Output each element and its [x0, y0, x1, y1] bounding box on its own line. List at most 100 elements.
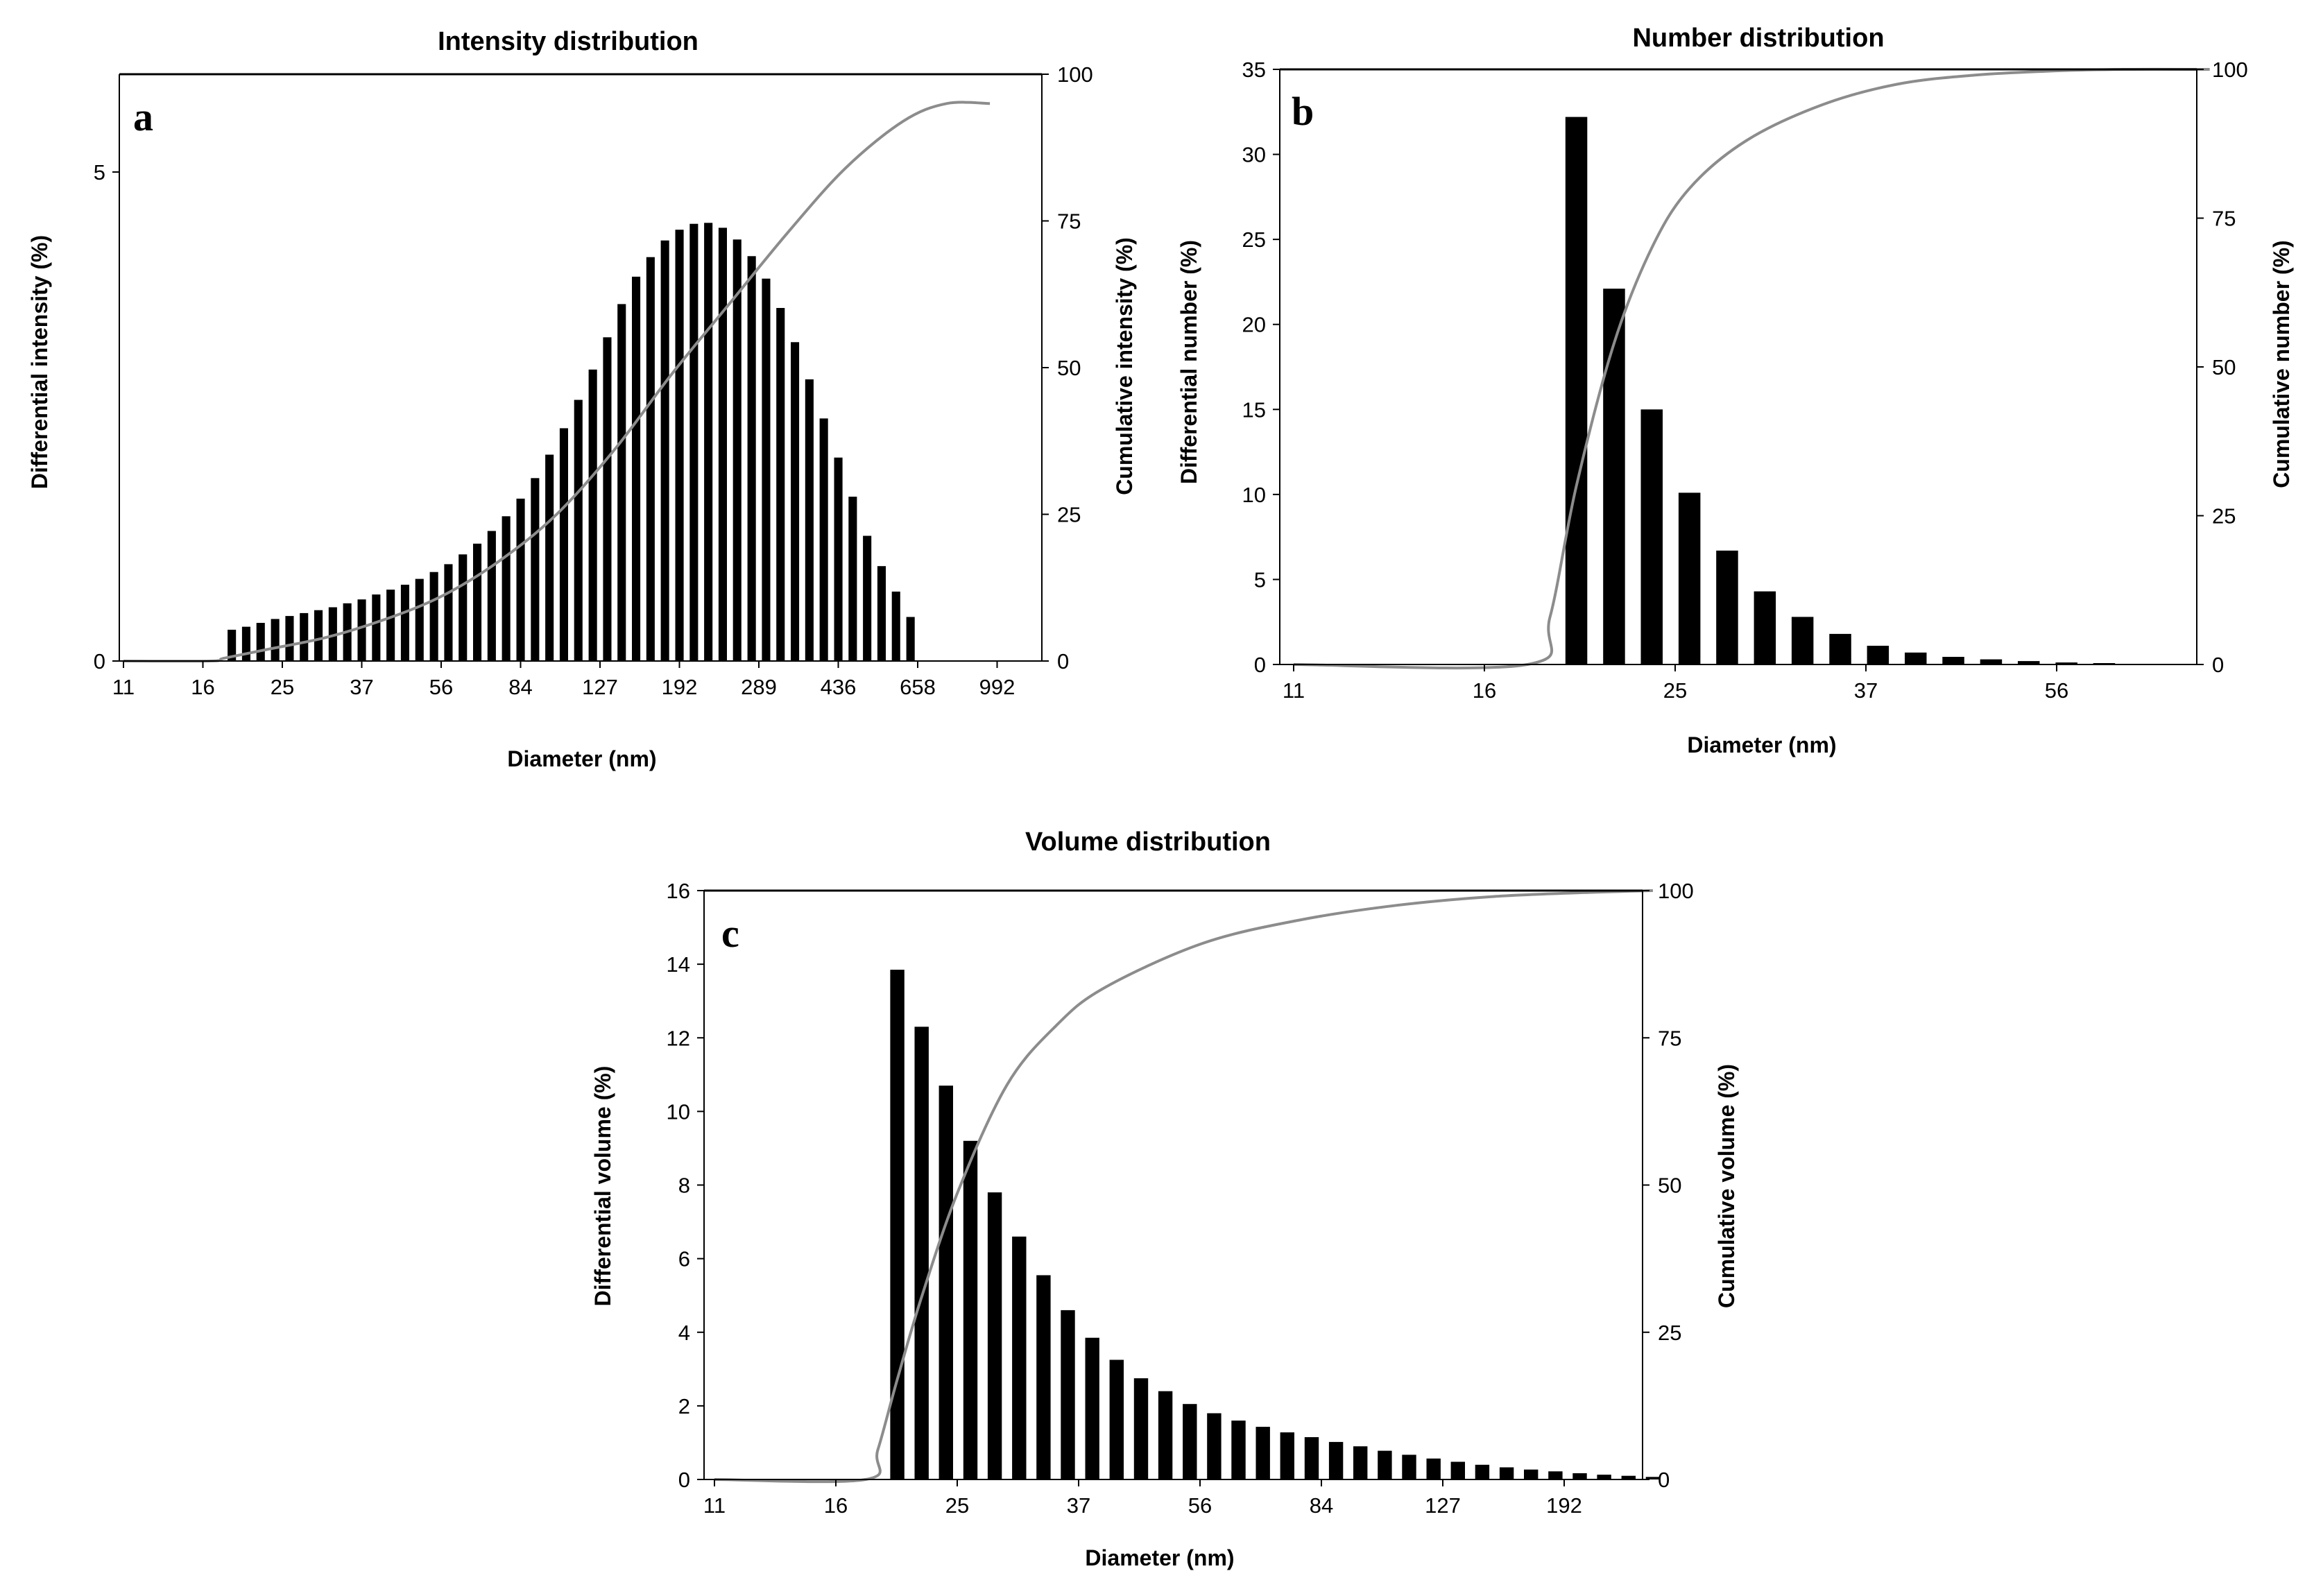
x-tick-label-a: 992: [979, 675, 1015, 699]
bar-a-1: [228, 629, 237, 661]
bar-a-21: [516, 498, 525, 661]
panel-c-axes: [703, 889, 1643, 1480]
bar-c-24: [1450, 1461, 1465, 1479]
y-tick-label-b: 35: [1242, 58, 1266, 82]
x-tick-label-c: 192: [1546, 1493, 1582, 1518]
bar-c-21: [1378, 1450, 1392, 1479]
bar-a-22: [531, 478, 540, 661]
bar-b-7: [1791, 617, 1814, 664]
bar-a-41: [805, 379, 814, 661]
bar-c-22: [1402, 1455, 1416, 1479]
bar-a-12: [386, 590, 395, 661]
y2-tick-label-c: 0: [1658, 1468, 1670, 1492]
y-tick-label-c: 6: [678, 1247, 690, 1271]
y-tick-label-b: 30: [1242, 143, 1266, 167]
x-tick-label-c: 84: [1310, 1493, 1333, 1518]
y2-tick-label-b: 50: [2212, 355, 2236, 379]
bar-c-26: [1499, 1467, 1514, 1479]
bar-b-4: [1678, 492, 1701, 664]
bar-b-13: [2018, 661, 2040, 664]
bar-b-1: [1565, 117, 1588, 665]
bar-c-20: [1353, 1446, 1368, 1479]
x-tick-label-a: 37: [350, 675, 373, 699]
bar-a-38: [762, 278, 771, 661]
panel-c-title: Volume distribution: [1025, 827, 1271, 857]
bar-a-7: [314, 610, 323, 661]
panel-c-y2-axis-label: Cumulative volume (%): [1714, 1064, 1739, 1308]
panel-a-y-axis-label: Differential intensity (%): [27, 235, 52, 489]
y-tick-label-b: 25: [1242, 228, 1266, 252]
bar-c-12: [1158, 1391, 1173, 1479]
x-tick-label-a: 658: [900, 675, 936, 699]
bar-c-4: [963, 1140, 978, 1479]
y-tick-label-b: 20: [1242, 313, 1266, 337]
x-tick-label-c: 127: [1425, 1493, 1461, 1518]
bar-b-12: [1980, 659, 2003, 664]
bar-a-10: [357, 599, 366, 661]
x-tick-label-a: 436: [821, 675, 857, 699]
bar-b-5: [1716, 550, 1738, 664]
bar-c-9: [1085, 1337, 1099, 1479]
bar-a-36: [732, 239, 742, 661]
bar-b-8: [1829, 633, 1851, 664]
bar-a-20: [502, 516, 511, 661]
y-tick-label-c: 12: [667, 1026, 690, 1050]
panel-b-letter: b: [1292, 89, 1314, 134]
panel-c-x-ticks: 11 16 25 37 56 84 127 192: [703, 1479, 1582, 1518]
x-tick-label-b: 37: [1854, 678, 1878, 703]
x-tick-label-a: 11: [112, 675, 135, 699]
bar-a-19: [487, 531, 496, 661]
bar-a-29: [632, 276, 641, 661]
panel-a-cumulative-line: [123, 101, 991, 663]
bar-a-43: [834, 457, 843, 661]
panel-c-letter: c: [721, 911, 739, 956]
bar-a-45: [863, 535, 872, 661]
panel-a-marks: [228, 223, 915, 661]
panel-a: Intensity distribution a 11 16 25 37 56 84 127…: [27, 27, 1137, 771]
x-tick-label-c: 11: [703, 1493, 726, 1518]
x-tick-label-b: 25: [1663, 678, 1687, 703]
bar-a-17: [458, 554, 468, 661]
bar-a-26: [588, 369, 597, 661]
x-tick-label-b: 16: [1473, 678, 1496, 703]
y-tick-label-c: 10: [667, 1099, 690, 1124]
bar-c-2: [914, 1027, 929, 1479]
y-tick-label-a: 0: [94, 649, 105, 673]
bar-a-3: [256, 623, 265, 661]
y2-tick-label-a: 100: [1057, 62, 1093, 87]
bar-a-25: [574, 400, 583, 661]
panel-a-title: Intensity distribution: [438, 27, 699, 56]
bar-a-47: [891, 591, 900, 661]
bar-c-3: [939, 1086, 953, 1479]
bar-c-5: [987, 1192, 1002, 1479]
bar-a-6: [300, 612, 309, 661]
bar-c-23: [1426, 1458, 1441, 1479]
bar-c-7: [1036, 1275, 1051, 1479]
bar-c-19: [1328, 1441, 1344, 1479]
bar-c-10: [1109, 1359, 1124, 1479]
y2-tick-label-c: 75: [1658, 1026, 1681, 1050]
y-tick-label-c: 16: [667, 879, 690, 903]
panel-c-x-axis-label: Diameter (nm): [1085, 1545, 1234, 1570]
panel-c-y2-ticks: 0 25 50 75 100: [1643, 879, 1694, 1492]
y-tick-label-c: 14: [667, 952, 690, 977]
bar-c-13: [1183, 1404, 1197, 1479]
y2-tick-label-b: 100: [2212, 58, 2248, 82]
y-tick-label-c: 4: [678, 1321, 690, 1345]
y-tick-label-c: 2: [678, 1394, 690, 1418]
panel-a-y2-axis-label: Cumulative intensity (%): [1112, 237, 1137, 495]
panel-b-cumulative-line: [1293, 67, 2210, 670]
panel-a-letter: a: [133, 94, 153, 139]
y-tick-label-c: 0: [678, 1468, 690, 1492]
bar-a-2: [241, 626, 250, 661]
panel-b-y2-axis-label: Cumulative number (%): [2269, 240, 2294, 488]
panel-b-x-axis-label: Diameter (nm): [1687, 732, 1836, 757]
x-tick-label-a: 25: [271, 675, 294, 699]
panel-c-y-axis-label: Differential volume (%): [590, 1066, 615, 1307]
bar-c-14: [1207, 1413, 1222, 1479]
bar-a-4: [271, 619, 280, 661]
x-tick-label-a: 84: [508, 675, 532, 699]
y2-tick-label-c: 50: [1658, 1174, 1681, 1198]
x-tick-label-c: 25: [945, 1493, 969, 1518]
bar-c-6: [1012, 1236, 1027, 1479]
